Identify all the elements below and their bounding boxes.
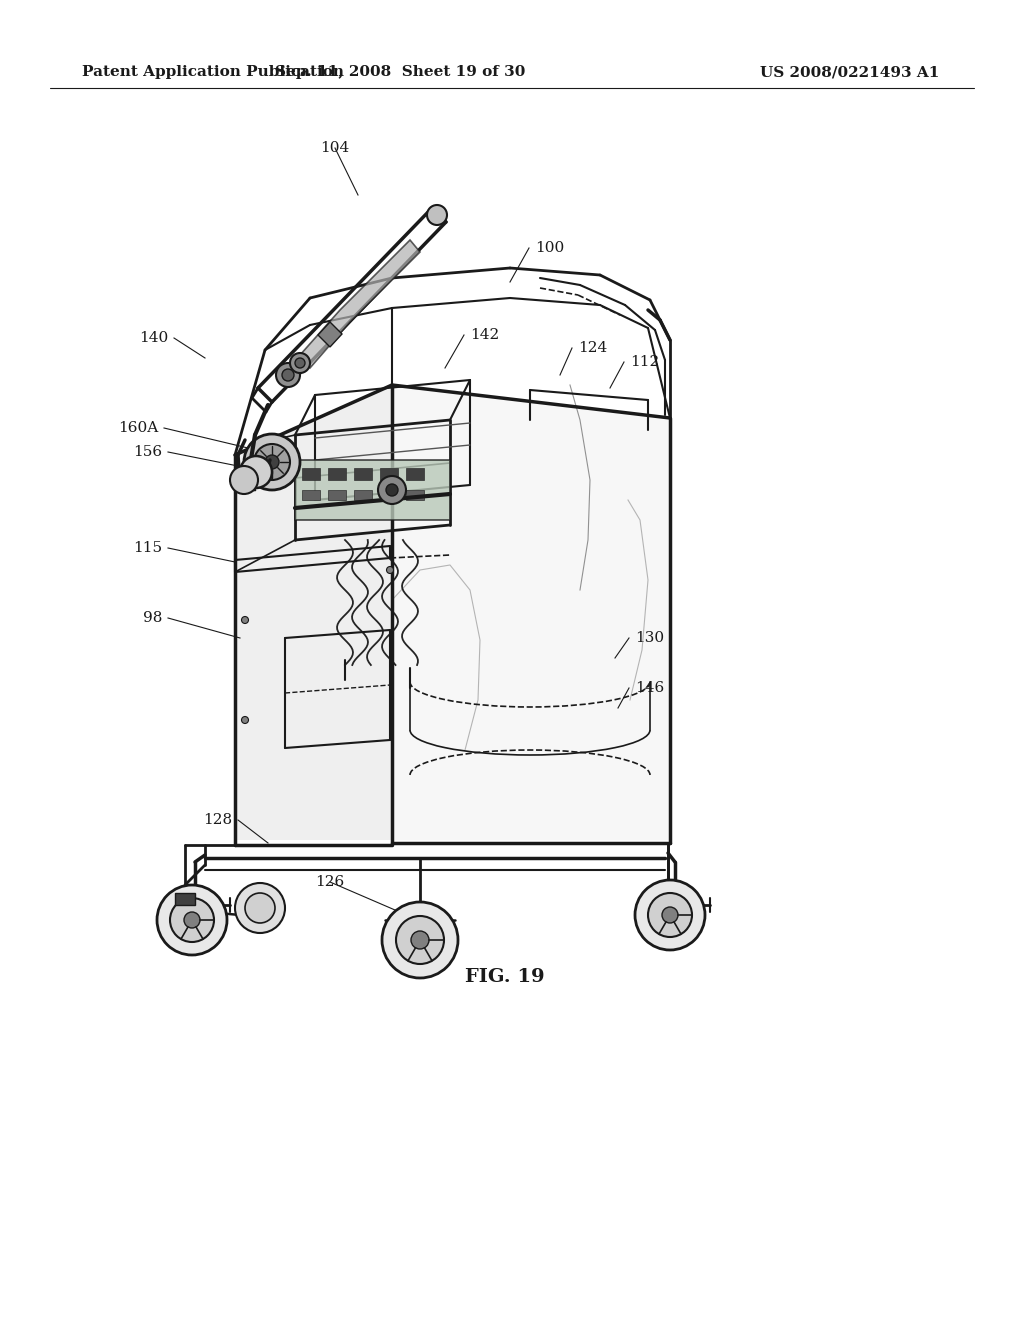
Bar — [328, 490, 346, 500]
Circle shape — [254, 444, 290, 480]
Circle shape — [635, 880, 705, 950]
Circle shape — [378, 477, 406, 504]
Circle shape — [648, 894, 692, 937]
Polygon shape — [300, 240, 420, 368]
Circle shape — [427, 205, 447, 224]
Bar — [328, 469, 346, 480]
Text: 128: 128 — [203, 813, 232, 828]
Text: 130: 130 — [635, 631, 665, 645]
Circle shape — [184, 912, 200, 928]
Circle shape — [242, 717, 249, 723]
Circle shape — [276, 363, 300, 387]
Circle shape — [282, 370, 294, 381]
Text: 142: 142 — [470, 327, 500, 342]
Circle shape — [382, 902, 458, 978]
Circle shape — [234, 883, 285, 933]
Circle shape — [242, 616, 249, 623]
Circle shape — [411, 931, 429, 949]
Circle shape — [295, 358, 305, 368]
Bar — [380, 469, 398, 480]
Text: Sep. 11, 2008  Sheet 19 of 30: Sep. 11, 2008 Sheet 19 of 30 — [274, 65, 525, 79]
Bar — [406, 490, 424, 500]
Circle shape — [396, 916, 444, 964]
Text: US 2008/0221493 A1: US 2008/0221493 A1 — [760, 65, 939, 79]
Circle shape — [265, 455, 279, 469]
Circle shape — [170, 898, 214, 942]
Circle shape — [386, 484, 398, 496]
Text: 112: 112 — [630, 355, 659, 370]
Circle shape — [244, 434, 300, 490]
Text: 126: 126 — [315, 875, 345, 888]
Circle shape — [240, 455, 272, 488]
Text: 146: 146 — [635, 681, 665, 696]
Circle shape — [230, 466, 258, 494]
Circle shape — [662, 907, 678, 923]
Text: 124: 124 — [578, 341, 607, 355]
Polygon shape — [318, 322, 342, 347]
Bar — [354, 469, 372, 480]
Bar — [295, 459, 450, 520]
Bar — [175, 894, 195, 906]
Bar — [354, 490, 372, 500]
Bar — [302, 469, 319, 480]
Text: 100: 100 — [535, 242, 564, 255]
Text: 160A: 160A — [118, 421, 158, 436]
Polygon shape — [392, 385, 670, 840]
Bar — [380, 490, 398, 500]
Text: 140: 140 — [138, 331, 168, 345]
Bar — [302, 490, 319, 500]
Circle shape — [245, 894, 275, 923]
Text: FIG. 19: FIG. 19 — [465, 968, 545, 986]
Circle shape — [386, 566, 393, 573]
Text: Patent Application Publication: Patent Application Publication — [82, 65, 344, 79]
Polygon shape — [234, 385, 392, 840]
Text: 98: 98 — [142, 611, 162, 624]
Circle shape — [157, 884, 227, 954]
Bar — [406, 469, 424, 480]
Circle shape — [290, 352, 310, 374]
Text: 115: 115 — [133, 541, 162, 554]
Text: 156: 156 — [133, 445, 162, 459]
Text: 104: 104 — [321, 141, 349, 154]
